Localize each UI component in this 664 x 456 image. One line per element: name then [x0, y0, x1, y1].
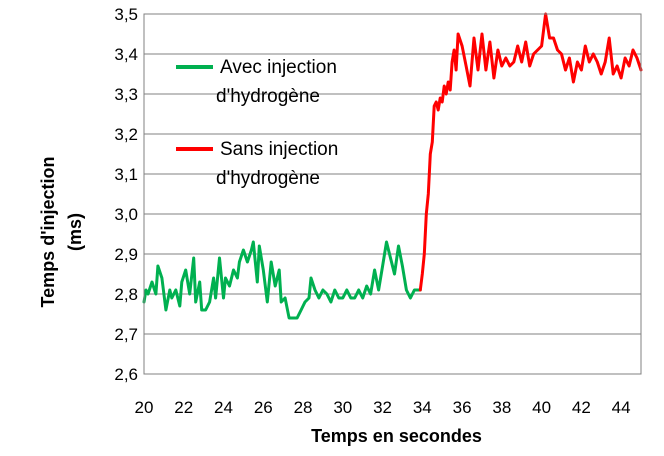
- grid-lines: [144, 53, 641, 335]
- legend-label-1-line-1: Avec injection: [220, 57, 337, 78]
- x-tick-label: 24: [214, 398, 233, 417]
- y-tick-label: 3,1: [114, 165, 138, 184]
- x-tick-label: 22: [174, 398, 193, 417]
- y-tick-labels: 2,6 2,7 2,8 2,9 3,0 3,1 3,2 3,3 3,4 3,5: [114, 5, 138, 384]
- x-tick-label: 26: [254, 398, 273, 417]
- legend-label-2-line-1: Sans injection: [220, 139, 338, 160]
- y-tick-label: 2,8: [114, 285, 138, 304]
- x-tick-label: 38: [492, 398, 511, 417]
- x-tick-label: 32: [373, 398, 392, 417]
- y-axis-title-line-1: Temps d'injection: [38, 157, 58, 308]
- x-tick-label: 44: [612, 398, 631, 417]
- legend-label-1-line-2: d'hydrogène: [216, 86, 320, 107]
- y-tick-label: 3,4: [114, 45, 138, 64]
- series-line-2: [418, 12, 643, 292]
- x-tick-label: 40: [532, 398, 551, 417]
- y-tick-label: 2,6: [114, 365, 138, 384]
- x-axis-title: Temps en secondes: [311, 426, 482, 446]
- x-tick-labels: 20 22 24 26 28 30 32 34 36 38 40 42 44: [135, 398, 631, 417]
- y-tick-label: 3,5: [114, 5, 138, 24]
- x-tick-label: 28: [294, 398, 313, 417]
- y-tick-label: 2,9: [114, 245, 138, 264]
- legend: Avec injection d'hydrogène Sans injection d…: [176, 57, 338, 189]
- x-tick-label: 36: [453, 398, 472, 417]
- legend-label-2-line-2: d'hydrogène: [216, 168, 320, 189]
- plot-area-border: [143, 13, 642, 375]
- x-tick-label: 20: [135, 398, 154, 417]
- x-tick-label: 42: [572, 398, 591, 417]
- y-tick-label: 3,2: [114, 125, 138, 144]
- series-lines: [142, 12, 643, 320]
- x-tick-label: 30: [333, 398, 352, 417]
- y-tick-label: 3,0: [114, 205, 138, 224]
- y-axis-title-line-2: (ms): [65, 213, 85, 251]
- series-line-1: [142, 240, 422, 320]
- x-tick-label: 34: [413, 398, 432, 417]
- y-tick-label: 3,3: [114, 85, 138, 104]
- y-tick-label: 2,7: [114, 325, 138, 344]
